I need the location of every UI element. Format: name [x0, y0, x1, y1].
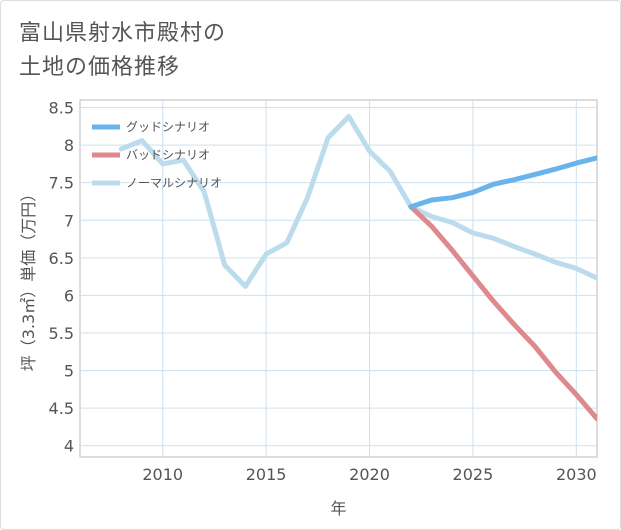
series-lines	[118, 114, 597, 422]
chart-title-line-2: 土地の価格推移	[19, 55, 181, 80]
y-tick-label: 4	[64, 437, 74, 456]
y-tick-label: 8	[64, 136, 74, 155]
y-tick-label: 5.5	[49, 324, 74, 343]
chart-title: 富山県射水市殿村の 土地の価格推移	[19, 17, 439, 85]
y-tick-label: 7.5	[49, 174, 74, 193]
y-tick-label: 5	[64, 362, 74, 381]
x-tick-label: 2010	[142, 465, 183, 484]
series-line-2	[118, 114, 597, 289]
y-axis-tick-labels: 4 4.5 5 5.5 6 6.5 7 7.5 8 8.5	[49, 99, 74, 456]
y-tick-label: 8.5	[49, 99, 74, 118]
x-axis-tick-labels: 2010 2015 2020 2025 2030	[142, 465, 596, 484]
legend-label-0: グッドシナリオ	[126, 120, 210, 134]
y-tick-label: 4.5	[49, 399, 74, 418]
chart-title-line-1: 富山県射水市殿村の	[19, 21, 227, 46]
x-tick-label: 2020	[349, 465, 390, 484]
series-line-1	[408, 204, 597, 422]
y-axis-title: 坪（3.3㎡）単価（万円）	[19, 186, 38, 371]
plot-area	[79, 99, 598, 458]
x-tick-label: 2015	[246, 465, 287, 484]
x-axis-title: 年	[330, 499, 346, 518]
x-tick-label: 2030	[556, 465, 597, 484]
series-line-0	[408, 155, 597, 210]
legend-label-1: バッドシナリオ	[126, 148, 210, 162]
y-tick-label: 6.5	[49, 249, 74, 268]
y-tick-label: 7	[64, 211, 74, 230]
legend-label-2: ノーマルシナリオ	[126, 176, 222, 190]
horizontal-gridlines	[80, 107, 597, 447]
y-tick-label: 6	[64, 286, 74, 305]
x-tick-label: 2025	[453, 465, 494, 484]
